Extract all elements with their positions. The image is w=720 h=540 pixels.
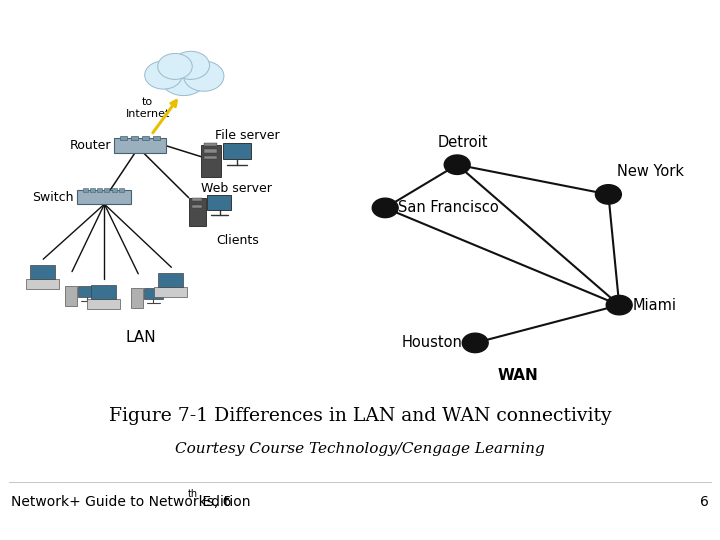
Circle shape [172,51,210,79]
FancyBboxPatch shape [97,188,102,192]
FancyBboxPatch shape [120,136,127,140]
Text: Detroit: Detroit [438,134,488,150]
FancyBboxPatch shape [204,143,217,146]
FancyBboxPatch shape [131,136,138,140]
FancyBboxPatch shape [153,136,160,140]
FancyBboxPatch shape [207,195,231,210]
Text: Router: Router [69,139,111,152]
FancyBboxPatch shape [26,279,59,289]
Text: San Francisco: San Francisco [398,200,499,215]
FancyBboxPatch shape [131,288,143,308]
Circle shape [161,61,207,96]
FancyBboxPatch shape [158,273,183,287]
Circle shape [462,333,488,353]
Circle shape [372,198,398,218]
FancyBboxPatch shape [65,286,77,306]
FancyBboxPatch shape [204,149,217,153]
FancyBboxPatch shape [90,188,95,192]
FancyBboxPatch shape [87,299,120,309]
FancyBboxPatch shape [30,265,55,279]
FancyBboxPatch shape [192,205,202,208]
FancyBboxPatch shape [192,198,202,201]
FancyBboxPatch shape [83,188,88,192]
Circle shape [158,53,192,79]
Text: th: th [188,489,198,499]
Text: Houston: Houston [401,335,462,350]
Text: Courtesy Course Technology/Cengage Learning: Courtesy Course Technology/Cengage Learn… [175,442,545,456]
Text: New York: New York [617,164,684,179]
Text: File server: File server [215,129,280,142]
FancyBboxPatch shape [223,143,251,159]
Circle shape [145,61,182,89]
Circle shape [595,185,621,204]
Text: LAN: LAN [125,330,156,345]
FancyBboxPatch shape [189,198,206,226]
FancyBboxPatch shape [119,188,124,192]
FancyBboxPatch shape [154,287,187,297]
FancyBboxPatch shape [78,190,132,204]
Text: Clients: Clients [216,234,258,247]
Circle shape [444,155,470,174]
Text: Figure 7-1 Differences in LAN and WAN connectivity: Figure 7-1 Differences in LAN and WAN co… [109,407,611,425]
Text: Switch: Switch [32,191,73,204]
FancyBboxPatch shape [104,188,109,192]
FancyBboxPatch shape [114,138,166,153]
Text: Network+ Guide to Networks, 6: Network+ Guide to Networks, 6 [11,495,231,509]
FancyBboxPatch shape [142,136,149,140]
Circle shape [184,61,224,91]
FancyBboxPatch shape [204,156,217,159]
FancyBboxPatch shape [78,286,96,297]
Circle shape [606,295,632,315]
Text: WAN: WAN [498,368,539,383]
Text: Web server: Web server [201,183,271,195]
FancyBboxPatch shape [91,285,116,299]
Text: Miami: Miami [632,298,676,313]
FancyBboxPatch shape [112,188,117,192]
Text: 6: 6 [701,495,709,509]
FancyBboxPatch shape [201,145,221,177]
Text: Edition: Edition [198,495,251,509]
FancyBboxPatch shape [144,288,163,299]
Text: to
Internet: to Internet [125,97,170,119]
